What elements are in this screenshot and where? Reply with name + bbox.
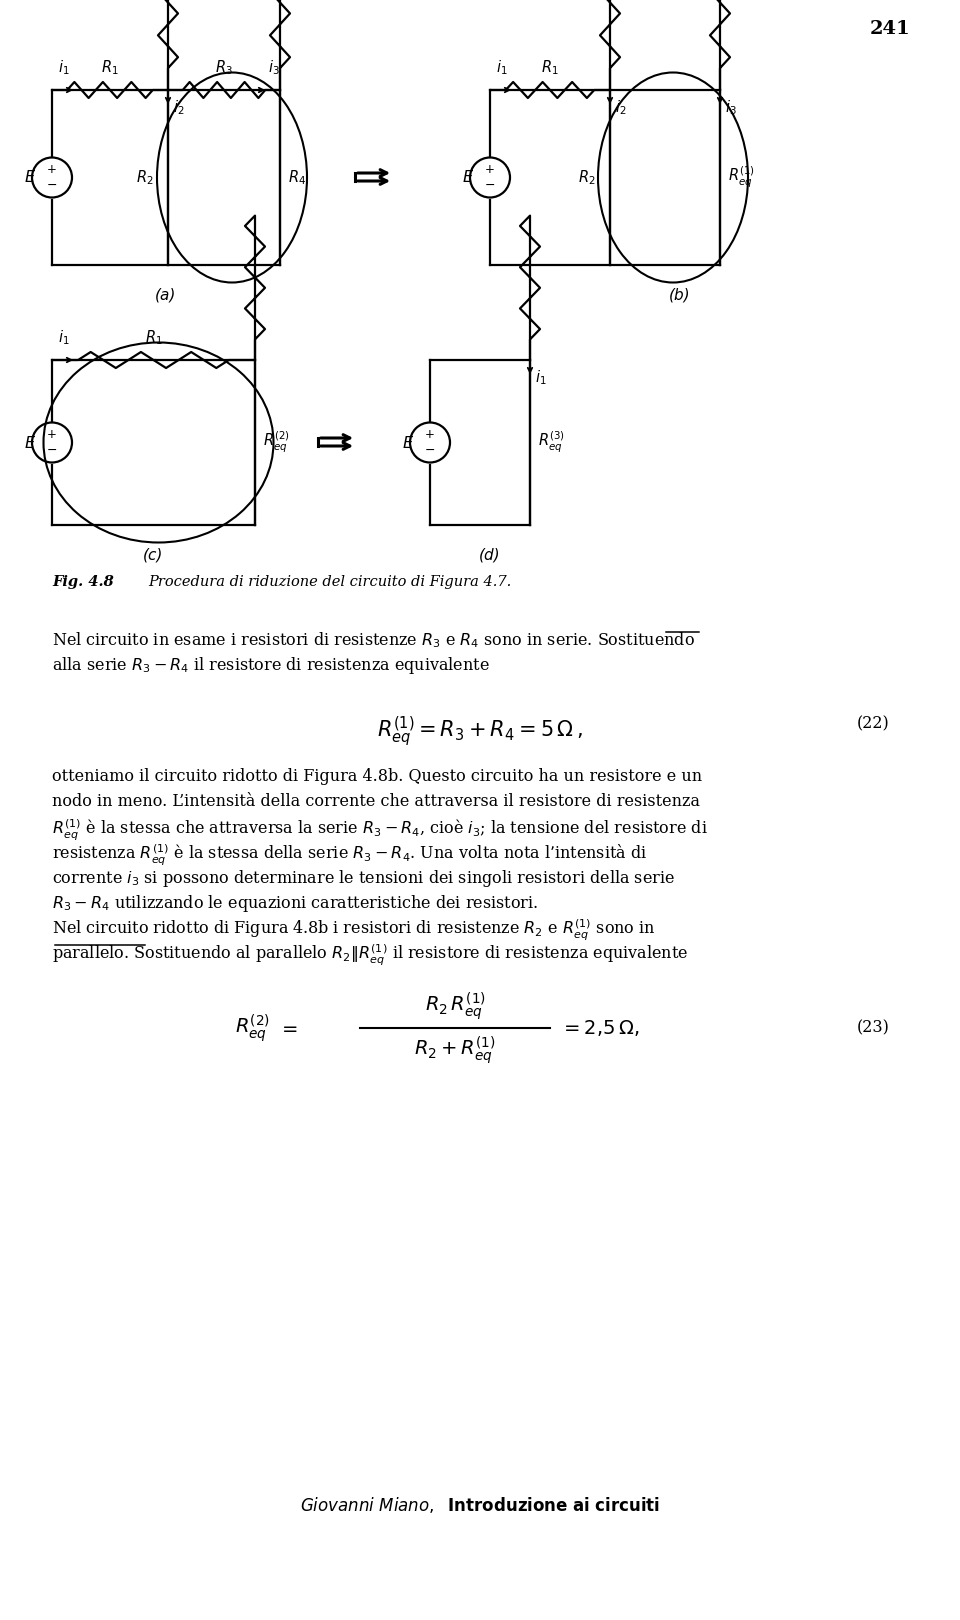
Text: (23): (23) — [857, 1019, 890, 1037]
Text: Nel circuito ridotto di Figura 4.8b i resistori di resistenze $R_2$ e $R_{eq}^{(: Nel circuito ridotto di Figura 4.8b i re… — [52, 919, 656, 943]
Text: −: − — [47, 444, 58, 457]
Text: −: − — [485, 180, 495, 193]
Text: $R_1$: $R_1$ — [541, 58, 559, 78]
Text: corrente $i_3$ si possono determinare le tensioni dei singoli resistori della se: corrente $i_3$ si possono determinare le… — [52, 868, 675, 889]
Text: $E$: $E$ — [24, 170, 36, 186]
Text: $i_3$: $i_3$ — [268, 58, 279, 78]
Text: 241: 241 — [869, 19, 910, 37]
Text: $R_1$: $R_1$ — [145, 329, 162, 347]
Text: +: + — [47, 164, 57, 177]
Text: $i_1$: $i_1$ — [496, 58, 508, 78]
Text: $i_2$: $i_2$ — [173, 97, 184, 117]
Text: +: + — [485, 164, 495, 177]
Text: −: − — [47, 180, 58, 193]
Text: (d): (d) — [479, 548, 501, 562]
Text: $i_1$: $i_1$ — [535, 368, 546, 387]
Text: parallelo. Sostituendo al parallelo $R_2\|R_{eq}^{(1)}$ il resistore di resisten: parallelo. Sostituendo al parallelo $R_2… — [52, 943, 688, 969]
Text: (a): (a) — [156, 287, 177, 301]
Text: $R_3 - R_4$ utilizzando le equazioni caratteristiche dei resistori.: $R_3 - R_4$ utilizzando le equazioni car… — [52, 893, 539, 914]
Text: $= 2{,}5\,\Omega,$: $= 2{,}5\,\Omega,$ — [560, 1017, 639, 1038]
Text: $R_{eq}^{(1)} = R_3 + R_4 = 5\,\Omega\,,$: $R_{eq}^{(1)} = R_3 + R_4 = 5\,\Omega\,,… — [377, 714, 583, 750]
Text: Nel circuito in esame i resistori di resistenze $R_3$ e $R_4$ sono in serie. Sos: Nel circuito in esame i resistori di res… — [52, 630, 695, 650]
Text: −: − — [424, 444, 435, 457]
Text: $R_{eq}^{(1)}$: $R_{eq}^{(1)}$ — [728, 165, 755, 190]
Text: otteniamo il circuito ridotto di Figura 4.8b. Questo circuito ha un resistore e : otteniamo il circuito ridotto di Figura … — [52, 768, 702, 786]
Text: $R_{eq}^{(3)}$: $R_{eq}^{(3)}$ — [538, 429, 564, 455]
Text: (22): (22) — [857, 714, 890, 732]
Text: $R_{eq}^{(1)}$ è la stessa che attraversa la serie $R_3 - R_4$, cioè $i_3$; la t: $R_{eq}^{(1)}$ è la stessa che attravers… — [52, 818, 708, 842]
Text: $R_{eq}^{(2)}$: $R_{eq}^{(2)}$ — [263, 429, 290, 455]
Text: $R_{eq}^{(2)}$: $R_{eq}^{(2)}$ — [235, 1012, 270, 1043]
Text: alla serie $R_3 - R_4$ il resistore di resistenza equivalente: alla serie $R_3 - R_4$ il resistore di r… — [52, 654, 490, 676]
Text: +: + — [47, 428, 57, 441]
Text: $R_4$: $R_4$ — [288, 168, 306, 186]
Text: $\mathit{Giovanni\ Miano,}$  $\mathbf{Introduzione\ ai\ circuiti}$: $\mathit{Giovanni\ Miano,}$ $\mathbf{Int… — [300, 1495, 660, 1515]
Text: $R_2$: $R_2$ — [579, 168, 596, 186]
Text: $R_2$: $R_2$ — [136, 168, 154, 186]
Text: resistenza $R_{eq}^{(1)}$ è la stessa della serie $R_3 - R_4$. Una volta nota l’: resistenza $R_{eq}^{(1)}$ è la stessa de… — [52, 842, 647, 868]
Text: $E$: $E$ — [462, 170, 474, 186]
Text: $R_2 + R_{eq}^{(1)}$: $R_2 + R_{eq}^{(1)}$ — [414, 1034, 496, 1066]
Text: (b): (b) — [669, 287, 691, 301]
Text: $E$: $E$ — [24, 434, 36, 450]
Text: $i_1$: $i_1$ — [58, 58, 69, 78]
Text: $R_3$: $R_3$ — [215, 58, 233, 78]
Text: nodo in meno. L’intensità della corrente che attraversa il resistore di resisten: nodo in meno. L’intensità della corrente… — [52, 794, 700, 810]
Text: $E$: $E$ — [402, 434, 414, 450]
Text: Fig. 4.8: Fig. 4.8 — [52, 575, 113, 590]
Text: $i_3$: $i_3$ — [725, 97, 736, 117]
Text: $=$: $=$ — [278, 1019, 299, 1037]
Text: $i_2$: $i_2$ — [615, 97, 627, 117]
Text: +: + — [425, 428, 435, 441]
Text: $R_1$: $R_1$ — [101, 58, 119, 78]
Text: Procedura di riduzione del circuito di Figura 4.7.: Procedura di riduzione del circuito di F… — [148, 575, 512, 590]
Text: $i_1$: $i_1$ — [58, 329, 69, 347]
Text: $R_2\,R_{eq}^{(1)}$: $R_2\,R_{eq}^{(1)}$ — [424, 990, 486, 1022]
Text: (c): (c) — [143, 548, 164, 562]
